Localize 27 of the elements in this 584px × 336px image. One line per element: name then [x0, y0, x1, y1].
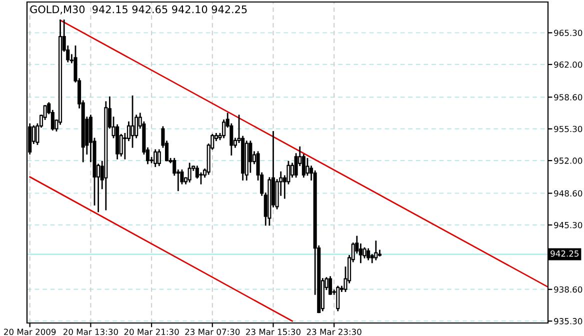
- y-tick-label: 935.30: [554, 318, 582, 324]
- candlestick: [157, 149, 161, 166]
- candlestick: [154, 149, 158, 168]
- x-tick-label: 23 Mar 23:30: [306, 328, 362, 336]
- x-tick-label: 23 Mar 15:30: [246, 328, 301, 336]
- x-tick-label: 20 Mar 21:30: [124, 328, 179, 336]
- y-tick-label: 965.30: [554, 30, 582, 36]
- y-tick-label: 945.30: [554, 222, 582, 228]
- candlestick: [366, 248, 370, 260]
- candlestick: [378, 250, 382, 256]
- x-tick-label: 20 Mar 2009: [4, 328, 56, 336]
- chart-title: GOLD,M30 942.15 942.65 942.10 942.25: [30, 5, 247, 14]
- y-tick-label: 962.00: [554, 61, 582, 68]
- candlestick: [328, 276, 332, 295]
- candlestick: [130, 95, 134, 148]
- y-tick-label: 958.60: [554, 94, 582, 100]
- y-tick-label: 952.00: [554, 158, 582, 164]
- ref-line-label: 942.25: [550, 250, 579, 257]
- candlestick: [374, 240, 378, 260]
- y-tick-label: 955.30: [554, 126, 582, 132]
- candlestick: [188, 162, 192, 182]
- candlestick: [248, 140, 252, 173]
- candlestick: [336, 286, 340, 312]
- x-tick-label: 23 Mar 07:30: [185, 328, 240, 336]
- x-tick-label: 20 Mar 13:30: [63, 328, 118, 336]
- y-tick-label: 948.60: [554, 190, 582, 197]
- y-tick-label: 938.60: [554, 286, 582, 293]
